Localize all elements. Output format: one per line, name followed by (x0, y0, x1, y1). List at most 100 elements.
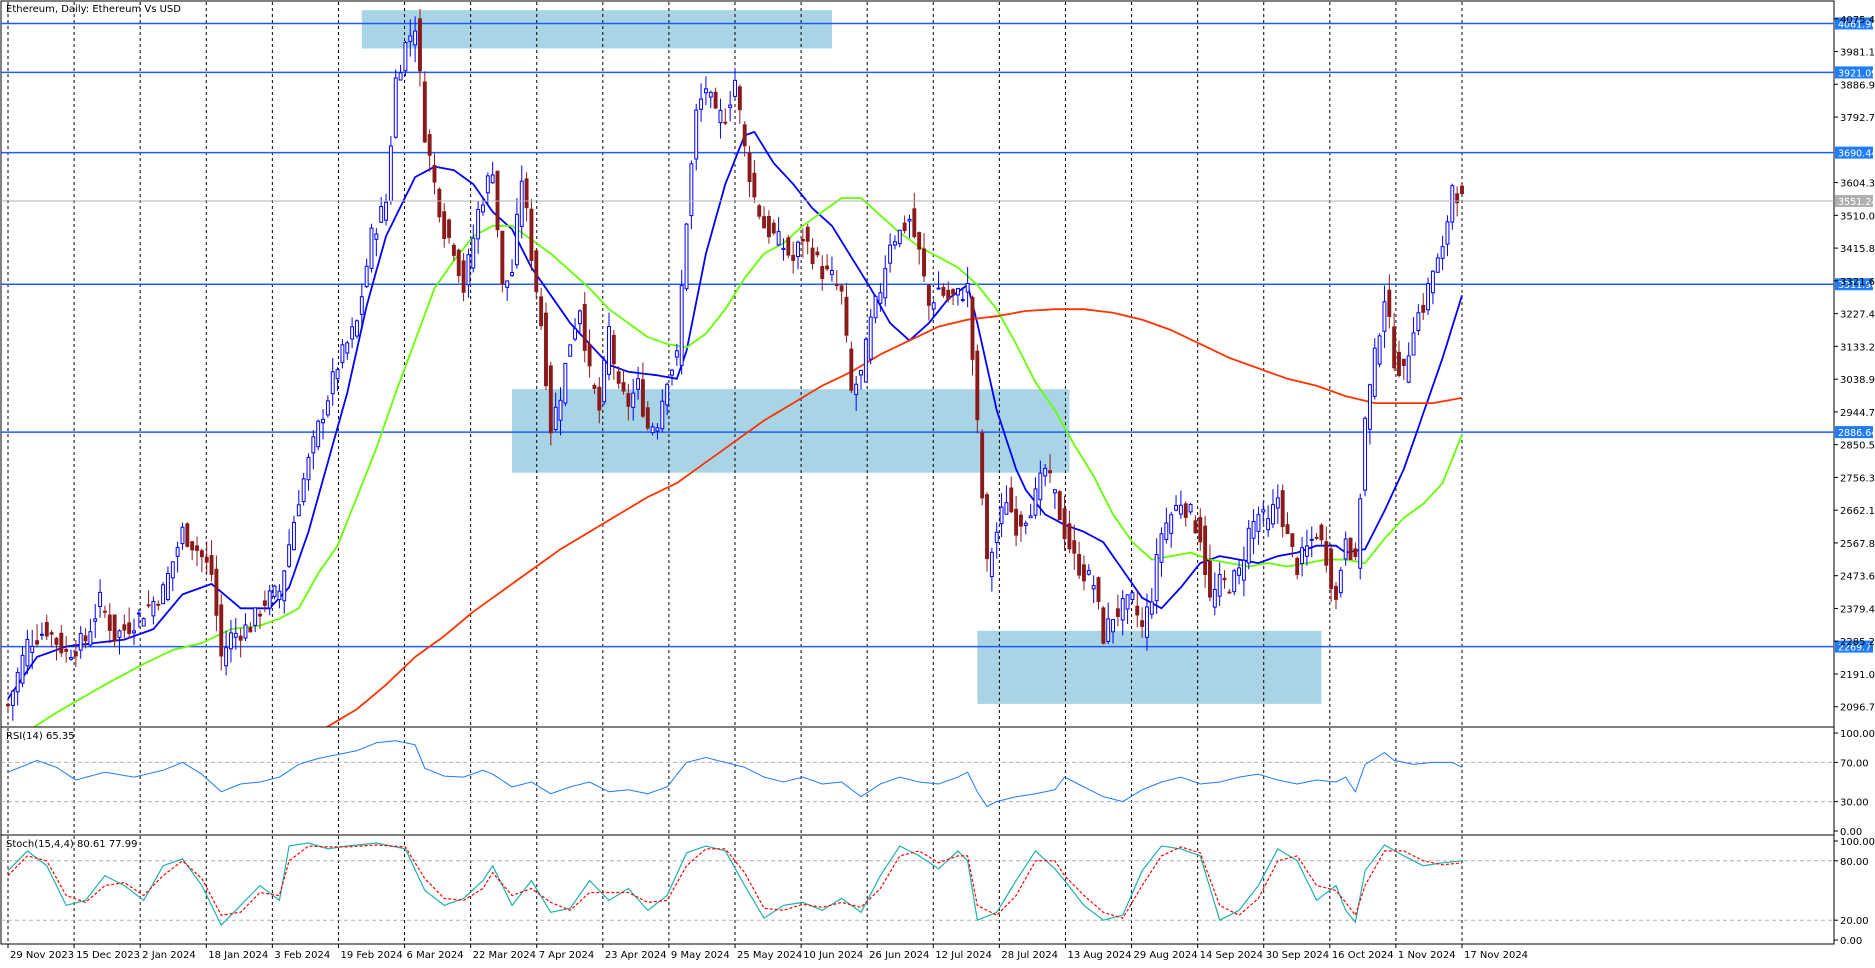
candle-body (1135, 605, 1140, 616)
candle-body (1387, 289, 1392, 317)
candle-body (73, 651, 78, 657)
candle-body (132, 630, 136, 634)
candle-body (931, 302, 936, 310)
price-tick-label: 2850.54 (1840, 441, 1875, 452)
candle-body (437, 188, 442, 218)
candle-body (408, 35, 413, 42)
date-tick-label: 1 Nov 2024 (1398, 950, 1456, 961)
rsi-line (7, 740, 1463, 808)
candle-body (1227, 591, 1232, 594)
candle-body (1154, 554, 1159, 602)
candle-body (379, 205, 384, 223)
level-tag-bg (1835, 146, 1873, 159)
candle-body (422, 81, 427, 143)
candle-body (834, 284, 839, 287)
indicator-tick-label: 100.00 (1840, 729, 1875, 740)
candle-body (49, 632, 54, 635)
candle-body (369, 227, 374, 269)
candle-body (6, 703, 10, 707)
candle-body (161, 584, 166, 605)
candle-body (1033, 488, 1038, 516)
candle-body (815, 251, 820, 256)
candle-body (1271, 504, 1275, 525)
rsi-panel[interactable]: RSI(14) 65.35 (0, 726, 1835, 836)
candle-body (1164, 522, 1169, 540)
candle-body (1120, 598, 1125, 621)
rsi-levels (1, 761, 1834, 803)
indicator-tick-label: 0.00 (1840, 827, 1862, 838)
level-tag-bg (1835, 66, 1873, 79)
candle-body (1178, 504, 1183, 515)
horizontal-levels[interactable]: 4061.96 3921.09 3690.44 3311.90 2886.64 2269.… (1, 17, 1875, 654)
candle-body (1314, 536, 1319, 539)
candle-body (69, 657, 73, 660)
candle-body (1193, 520, 1198, 534)
candle-body (994, 531, 999, 543)
zone-box-3 (977, 630, 1322, 704)
stoch-axis: 100.00 80.00 20.00 0.00 (1834, 837, 1875, 947)
level-tag-bg (1835, 278, 1873, 291)
candle-body (829, 270, 834, 275)
candle-body (1096, 577, 1101, 603)
rsi-axis: 100.00 70.00 30.00 0.00 (1834, 729, 1875, 838)
candle-body (1241, 559, 1246, 581)
candle-body (1280, 490, 1285, 528)
date-tick-label: 13 Aug 2024 (1067, 950, 1131, 961)
candle-body (1460, 185, 1464, 195)
stoch-lines (7, 842, 1463, 927)
price-tick-label: 3981.18 (1840, 48, 1875, 59)
date-tick-label: 12 Jul 2024 (935, 950, 992, 961)
candle-body (277, 590, 282, 601)
candle-body (544, 312, 548, 387)
candle-body (684, 223, 689, 290)
candle-body (859, 369, 863, 376)
main-price-panel[interactable]: 4061.96 3921.09 3690.44 3311.90 2886.64 2269.… (0, 0, 1875, 745)
level-tag: 2886.64 (1835, 426, 1875, 439)
candle-body (10, 690, 15, 706)
stoch-main-line (7, 842, 1463, 927)
candle-body (1450, 185, 1455, 223)
candle-body (936, 287, 941, 290)
candle-body (514, 213, 519, 266)
candle-body (199, 550, 204, 558)
candle-body (1416, 312, 1421, 331)
candle-body (54, 637, 59, 645)
candle-body (355, 320, 359, 337)
candle-body (757, 205, 762, 217)
candle-body (1338, 569, 1343, 594)
candle-body (607, 325, 611, 375)
candle-body (708, 91, 713, 98)
candle-body (805, 226, 810, 242)
price-tick-label: 3510.08 (1840, 211, 1875, 222)
candle-body (398, 72, 403, 81)
candle-body (170, 561, 175, 579)
candle-body (442, 211, 447, 240)
candle-body (1111, 618, 1115, 633)
candle-body (1203, 525, 1208, 576)
stoch-panel[interactable]: Stoch(15,4,4) 80.61 77.99 (0, 834, 1835, 945)
candle-body (1275, 497, 1280, 509)
candle-body (1237, 567, 1242, 576)
candle-body (534, 250, 539, 293)
date-axis: 29 Nov 2023 15 Dec 2023 2 Jan 2024 18 Jan 2… (7, 944, 1528, 961)
candle-body (1445, 221, 1450, 245)
ma-line-3 (298, 308, 1463, 745)
candle-body (122, 624, 127, 631)
candle-body (1343, 538, 1348, 560)
candle-body (742, 124, 747, 147)
candle-body (1086, 570, 1091, 575)
candle-body (175, 547, 180, 557)
candle-body (282, 570, 287, 602)
candle-body (917, 232, 922, 250)
level-tag-bg (1835, 426, 1873, 439)
date-tick-label: 9 May 2024 (671, 950, 730, 961)
candle-body (946, 289, 951, 300)
candle-body (839, 285, 844, 292)
candle-body (316, 420, 321, 448)
candle-body (810, 247, 815, 265)
date-tick-label: 23 Apr 2024 (605, 950, 667, 961)
candle-body (224, 647, 229, 667)
zone-box-2 (512, 389, 1070, 473)
candle-body (330, 371, 335, 395)
candle-body (83, 635, 88, 642)
